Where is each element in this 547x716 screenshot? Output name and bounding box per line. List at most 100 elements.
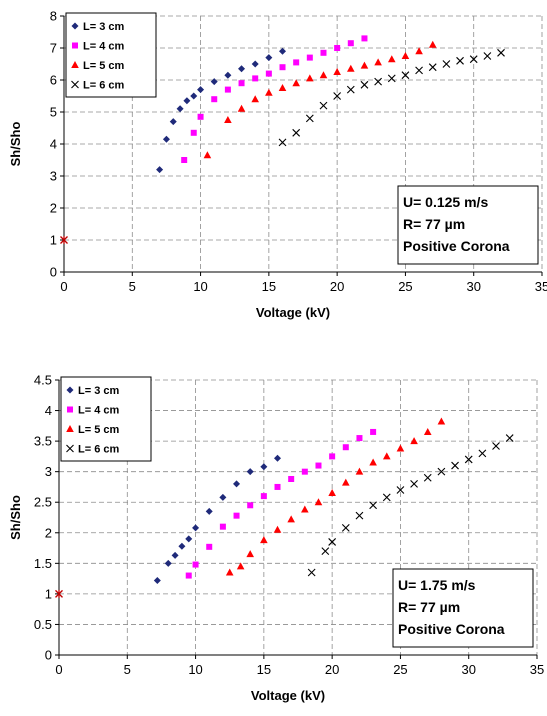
y-tick-label: 1 <box>50 233 57 248</box>
data-point <box>415 47 423 55</box>
x-tick-label: 25 <box>393 662 407 677</box>
data-point <box>329 453 336 460</box>
data-point <box>252 75 259 82</box>
data-point <box>360 61 369 69</box>
data-point <box>251 60 259 68</box>
data-point <box>153 576 161 584</box>
y-tick-label: 2.5 <box>34 495 52 510</box>
data-point <box>423 427 432 435</box>
data-point <box>171 551 179 559</box>
data-point <box>203 151 212 159</box>
axes: 0 5 10 15 20 25 30 35 0 1 2 3 4 5 6 7 8 <box>50 9 547 295</box>
data-point <box>333 92 342 100</box>
data-point <box>410 437 418 445</box>
x-tick-label: 5 <box>124 662 131 677</box>
legend-marker <box>67 406 73 413</box>
data-point <box>278 84 287 91</box>
data-point <box>341 523 350 532</box>
y-tick-label: 2 <box>50 201 57 216</box>
x-tick-label: 0 <box>60 279 67 294</box>
x-tick-label: 10 <box>193 279 207 294</box>
top-chart: 0 5 10 15 20 25 30 35 0 1 2 3 4 5 6 7 8 Voltage (kV) Sh/Sh… <box>8 9 547 321</box>
data-point <box>279 64 286 71</box>
data-point <box>156 166 164 174</box>
x-tick-label: 15 <box>257 662 271 677</box>
data-point <box>274 454 282 462</box>
data-point <box>307 568 316 577</box>
data-point <box>169 118 177 126</box>
data-point <box>260 493 267 500</box>
data-point <box>361 35 368 42</box>
annotation-line: R= 77 µm <box>403 216 465 232</box>
data-point <box>334 45 341 51</box>
legend-label: L= 3 cm <box>78 385 119 397</box>
x-tick-label: 25 <box>398 279 412 294</box>
data-point <box>306 54 313 61</box>
data-point <box>205 507 213 515</box>
data-point <box>237 104 246 112</box>
data-point <box>456 56 464 65</box>
series-1 <box>153 454 282 584</box>
data-point <box>428 63 437 72</box>
data-point <box>247 502 254 509</box>
data-point <box>387 55 396 63</box>
series-2 <box>181 35 368 163</box>
data-point <box>410 479 418 488</box>
data-point <box>211 96 218 103</box>
y-tick-label: 1.5 <box>34 556 52 571</box>
y-tick-label: 2 <box>45 525 52 540</box>
series-4 <box>278 48 505 147</box>
y-tick-label: 5 <box>50 105 57 120</box>
data-point <box>224 116 232 123</box>
data-point <box>451 461 459 470</box>
legend: L= 3 cm L= 4 cm L= 5 cm L= 6 cm <box>60 376 152 462</box>
annotation-line: R= 77 µm <box>398 599 460 615</box>
legend-marker <box>71 80 79 89</box>
data-point <box>183 97 191 105</box>
data-point <box>219 493 227 501</box>
data-point <box>401 71 410 80</box>
legend-label: L= 4 cm <box>83 41 124 53</box>
y-tick-label: 4.5 <box>34 373 52 388</box>
data-point <box>497 48 505 57</box>
data-point <box>260 463 268 471</box>
data-point <box>224 71 232 79</box>
data-point <box>224 86 231 93</box>
data-point <box>293 59 300 66</box>
y-tick-label: 3.5 <box>34 434 52 449</box>
data-point <box>306 74 314 82</box>
series-1 <box>156 47 287 174</box>
data-point <box>401 52 410 59</box>
x-tick-label: 30 <box>461 662 475 677</box>
data-point <box>225 568 234 576</box>
annotation-line: Positive Corona <box>403 238 510 254</box>
series-3 <box>225 417 446 576</box>
legend: L= 3 cm L= 4 cm L= 5 cm L= 6 cm <box>65 12 157 98</box>
data-point <box>164 559 172 567</box>
data-point <box>369 501 378 510</box>
annotation-line: U= 0.125 m/s <box>403 194 488 210</box>
data-point <box>185 572 192 579</box>
y-tick-label: 3 <box>45 464 52 479</box>
data-point <box>236 562 245 570</box>
data-point <box>190 129 197 136</box>
gridlines <box>59 379 538 655</box>
data-point <box>360 80 369 89</box>
legend-label: L= 5 cm <box>78 424 119 436</box>
data-point <box>315 462 322 469</box>
x-tick-label: 0 <box>55 662 62 677</box>
data-point <box>369 458 377 466</box>
data-point <box>178 542 186 550</box>
data-point <box>320 49 327 56</box>
data-point <box>246 468 254 476</box>
y-tick-label: 6 <box>50 73 57 88</box>
data-point <box>396 444 405 452</box>
data-point <box>370 428 377 435</box>
annotation-box: U= 1.75 m/s R= 77 µm Positive Corona <box>392 568 534 648</box>
annotation-box: U= 0.125 m/s R= 77 µm Positive Corona <box>397 185 539 265</box>
x-tick-label: 5 <box>129 279 136 294</box>
data-point <box>396 486 405 494</box>
data-point <box>279 47 287 55</box>
data-point <box>210 78 218 86</box>
data-point <box>328 538 337 546</box>
